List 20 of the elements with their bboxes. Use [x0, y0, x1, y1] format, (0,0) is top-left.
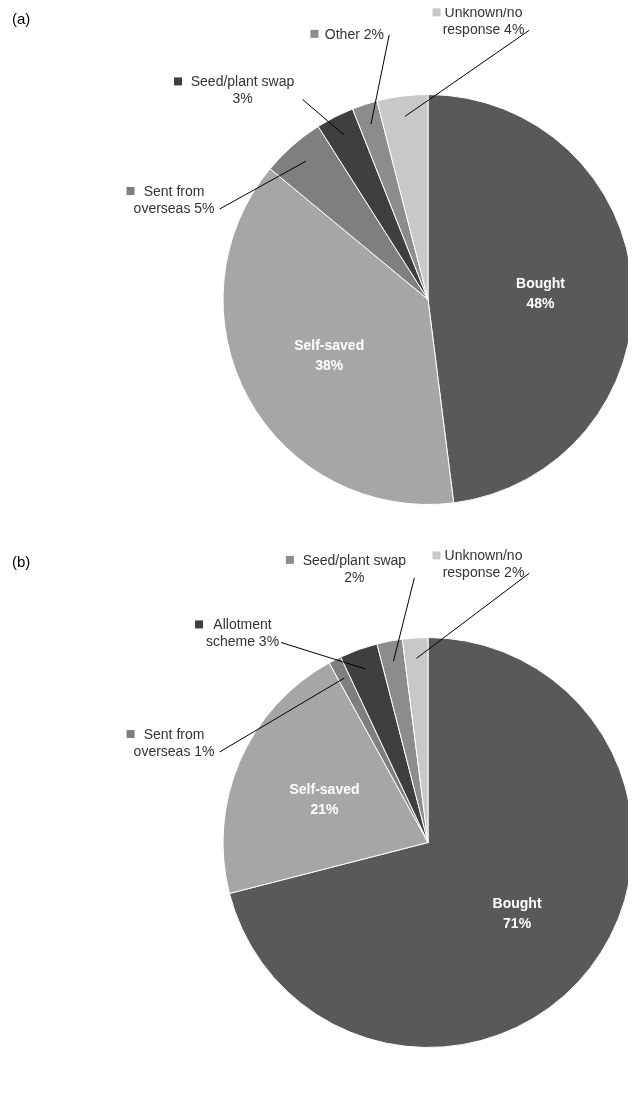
data-label: 38% — [315, 356, 344, 373]
legend-label: Allotment scheme 3% — [205, 616, 280, 650]
slice-label: Bought — [516, 275, 566, 292]
slice-label: Bought — [492, 894, 542, 911]
legend-label: Seed/plant swap — [302, 551, 407, 568]
chart-title: (b) — [12, 553, 31, 570]
legend-label: Sent from overseas 5% — [133, 182, 215, 216]
data-label: 48% — [526, 295, 556, 312]
data-label: 2% — [344, 568, 365, 585]
slice-label: Self-saved — [289, 780, 360, 797]
data-label: 71% — [503, 914, 532, 931]
chart-title: (a) — [12, 10, 31, 27]
legend-label: Seed/plant swap — [190, 73, 295, 90]
slice-label: Self-saved — [294, 336, 365, 353]
legend-label: Other 2% — [324, 25, 384, 42]
data-label: 21% — [310, 800, 340, 817]
legend-label: Unknown/no response 2% — [442, 547, 525, 581]
legend-label: Unknown/no response 4% — [442, 4, 525, 38]
legend-label: Sent from overseas 1% — [133, 725, 215, 759]
data-label: 3% — [232, 90, 253, 107]
